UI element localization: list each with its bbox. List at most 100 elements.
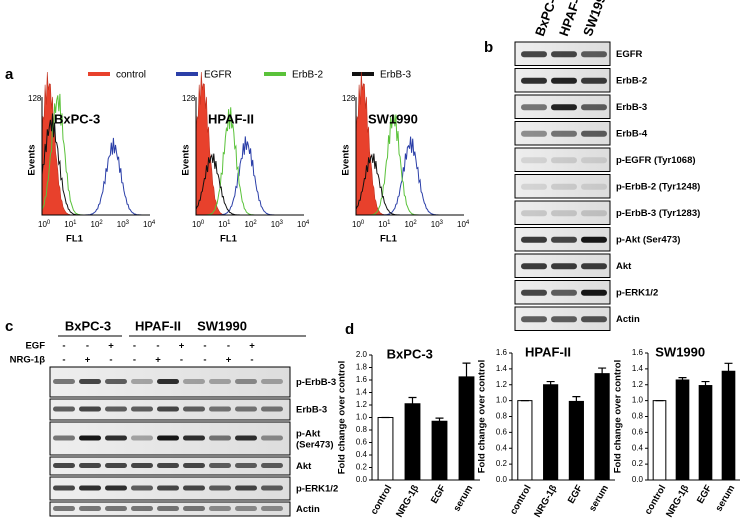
x-base: 10 [64, 220, 73, 229]
x-tick: 102 [405, 220, 418, 230]
x-tick: 104 [457, 220, 470, 230]
band [581, 77, 607, 84]
x-label: FL1 [220, 234, 238, 245]
x-exp: 4 [466, 220, 470, 226]
band [521, 130, 547, 137]
row-label: p-ErbB-2 (Tyr1248) [616, 181, 700, 192]
x-tick: 102 [245, 220, 258, 230]
legend-label: ErbB-3 [380, 70, 412, 81]
x-exp: 2 [253, 220, 257, 226]
band [581, 236, 607, 243]
band [521, 236, 547, 243]
band [551, 210, 577, 217]
sign: - [133, 355, 136, 366]
sign: - [62, 341, 65, 352]
row-label: p-Akt (Ser473) [616, 234, 680, 245]
band [235, 435, 257, 441]
band [183, 379, 205, 384]
row-label: p-ERK1/2 [296, 483, 338, 494]
y-tick-label: 0.0 [356, 475, 368, 484]
error-bar [724, 362, 733, 372]
band [581, 104, 607, 111]
legend-swatch [264, 72, 286, 76]
y-tick-label: 0.2 [356, 463, 368, 472]
row-label: Actin [616, 314, 640, 325]
x-base: 10 [431, 220, 440, 229]
x-tick-label: control [369, 483, 395, 516]
band [105, 485, 127, 491]
group-header: BxPC-3 [65, 318, 111, 333]
bar [431, 420, 448, 481]
band [157, 435, 179, 441]
band [157, 463, 179, 468]
sign: - [62, 355, 65, 366]
band [551, 77, 577, 84]
band [131, 406, 153, 412]
band [183, 463, 205, 468]
band [261, 506, 283, 511]
row-label-line: p-ERK1/2 [296, 483, 338, 494]
row-label: Akt [616, 261, 632, 272]
band [521, 183, 547, 190]
y-tick-label: 1.2 [632, 380, 644, 389]
sign: + [226, 355, 232, 366]
x-tick-label: NRG-1β [394, 483, 421, 519]
band [157, 506, 179, 511]
x-base: 10 [245, 220, 254, 229]
x-tick-label: serum [451, 483, 475, 513]
row-label: Actin [296, 504, 320, 515]
row-label: ErbB-3 [296, 404, 327, 415]
band [79, 485, 101, 491]
band [209, 379, 231, 384]
band [551, 130, 577, 137]
group-header: SW1990 [197, 318, 247, 333]
plot-title: HPAF-II [208, 111, 254, 126]
y-tick-label: 1.4 [632, 364, 644, 373]
error-bar [701, 380, 710, 386]
y-tick-label: 1.0 [356, 413, 368, 422]
band [521, 263, 547, 270]
band [105, 506, 127, 511]
x-tick-label: serum [587, 483, 611, 513]
x-tick: 103 [271, 220, 284, 230]
x-base: 10 [378, 220, 387, 229]
group-header: HPAF-II [135, 318, 181, 333]
control-fill [41, 71, 147, 216]
bar [594, 373, 610, 481]
band [235, 406, 257, 412]
bar [458, 376, 475, 481]
band [105, 435, 127, 441]
sign: + [155, 355, 161, 366]
x-base: 10 [117, 220, 126, 229]
band [53, 485, 75, 491]
x-exp: 0 [361, 220, 365, 226]
x-base: 10 [457, 220, 466, 229]
x-exp: 3 [440, 220, 444, 226]
band [521, 51, 547, 58]
row-label: p-Akt (Ser473) [296, 428, 334, 450]
x-tick-label: control [508, 483, 534, 516]
axes [41, 97, 150, 216]
band [105, 406, 127, 412]
sign: - [203, 341, 206, 352]
bar [652, 400, 667, 481]
band [79, 506, 101, 511]
band [105, 463, 127, 468]
row-label-line: p-ErbB-3 [296, 377, 336, 388]
y-label: Fold change over control [477, 360, 488, 474]
x-exp: 0 [201, 220, 205, 226]
row-label: ErbB-3 [616, 102, 647, 113]
sign: - [227, 341, 230, 352]
axes [355, 97, 464, 216]
row-label-line: (Ser473) [296, 439, 334, 450]
row-label: ErbB-2 [616, 75, 647, 86]
band [551, 51, 577, 58]
band [53, 406, 75, 412]
band [131, 506, 153, 511]
band [131, 485, 153, 491]
error-bar [546, 380, 555, 385]
band [53, 379, 75, 384]
row-label: Akt [296, 461, 312, 472]
row-label: ErbB-4 [616, 128, 648, 139]
